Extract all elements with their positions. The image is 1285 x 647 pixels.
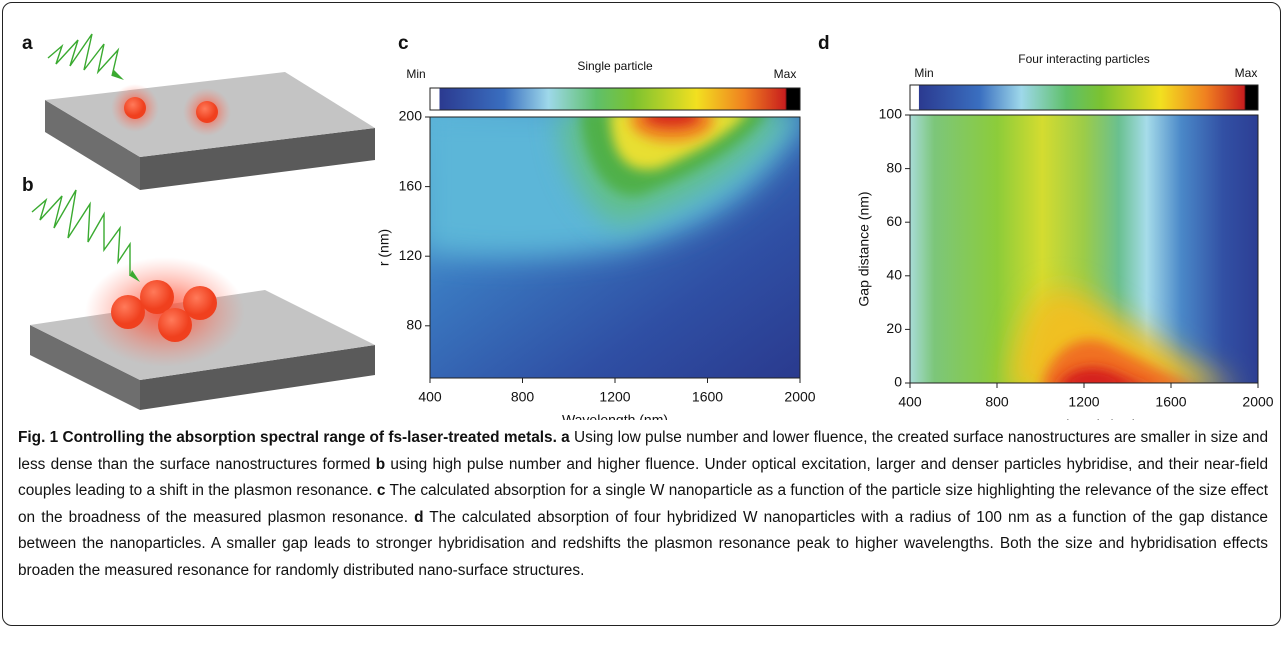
x-tick-label: 1200 — [599, 389, 630, 405]
caption-text: Using low pulse number and lower fluence… — [18, 429, 1268, 473]
x-tick-label: 1200 — [1068, 394, 1099, 410]
illustration-a — [45, 33, 375, 190]
panel-title: Single particle — [577, 59, 653, 73]
x-tick-label: 2000 — [784, 389, 815, 405]
y-tick-label: 20 — [886, 320, 902, 336]
panel-title: Four interacting particles — [1018, 52, 1149, 66]
x-tick-label: 400 — [898, 394, 922, 410]
caption-text: The calculated absorption of four hybrid… — [18, 508, 1268, 579]
x-tick-label: 800 — [511, 389, 535, 405]
x-tick-label: 1600 — [692, 389, 723, 405]
x-tick-label: 1600 — [1155, 394, 1186, 410]
illustration-b — [30, 189, 375, 410]
x-axis-label: Wavelength (nm) — [1031, 417, 1137, 420]
x-axis-label: Wavelength (nm) — [562, 412, 668, 420]
caption-text: c — [376, 482, 386, 499]
y-tick-label: 80 — [886, 159, 902, 175]
y-tick-label: 160 — [399, 177, 423, 193]
y-tick-label: 60 — [886, 213, 902, 229]
colorbar-min: Min — [406, 67, 425, 81]
caption-text: using high pulse number and higher fluen… — [18, 455, 1269, 500]
y-tick-label: 120 — [399, 247, 423, 263]
y-axis-label: r (nm) — [376, 229, 392, 266]
x-tick-label: 2000 — [1242, 394, 1273, 410]
panel-label: a — [22, 33, 33, 54]
caption-text: The calculated absorption for a single W… — [18, 482, 1268, 526]
y-tick-label: 0 — [894, 374, 902, 390]
caption-text: a — [561, 429, 570, 446]
panel-label: c — [398, 33, 409, 54]
caption-text: Fig. 1 Controlling the absorption spectr… — [18, 429, 562, 446]
y-tick-label: 80 — [406, 317, 422, 333]
panel-label: b — [22, 175, 34, 196]
y-tick-label: 100 — [879, 106, 903, 122]
caption: Fig. 1 Controlling the absorption spectr… — [18, 425, 1268, 584]
colorbar-max: Max — [774, 67, 797, 81]
x-tick-label: 800 — [985, 394, 1009, 410]
heatmap-c — [430, 117, 800, 378]
figure-frame — [2, 2, 1281, 626]
y-axis-label: Gap distance (nm) — [856, 191, 872, 306]
y-tick-label: 40 — [886, 267, 902, 283]
heatmap-d — [910, 115, 1258, 383]
panel-label: d — [818, 33, 830, 54]
y-tick-label: 200 — [399, 108, 423, 124]
colorbar-max: Max — [1235, 66, 1258, 80]
colorbar-min: Min — [914, 66, 933, 80]
x-tick-label: 400 — [418, 389, 442, 405]
caption-text: b — [375, 455, 386, 473]
caption-text: d — [414, 508, 424, 526]
